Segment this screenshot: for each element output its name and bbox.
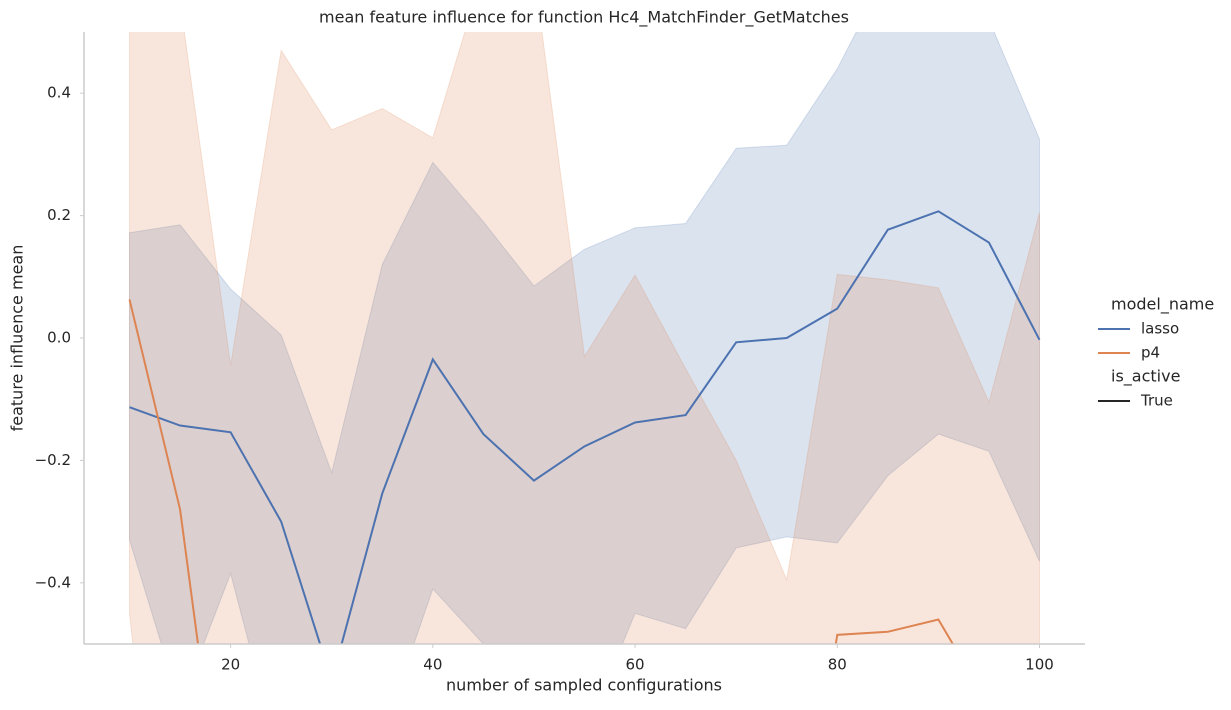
x-tick-label: 40	[423, 656, 442, 674]
x-tick-label: 20	[221, 656, 240, 674]
chart-title: mean feature influence for function Hc4_…	[319, 8, 849, 28]
legend-label: p4	[1141, 344, 1160, 362]
legend-label: True	[1140, 392, 1173, 410]
bands	[129, 32, 1040, 644]
lines	[128, 210, 1041, 644]
legend-title: is_active	[1111, 367, 1180, 387]
y-tick-label: 0.4	[47, 84, 71, 102]
x-tick-label: 100	[1025, 656, 1054, 674]
confidence-band	[129, 32, 1040, 644]
legend-title: model_name	[1111, 295, 1214, 315]
confidence-band	[129, 32, 1040, 644]
x-axis-label: number of sampled configurations	[446, 676, 722, 695]
y-tick-label: −0.4	[35, 573, 71, 591]
x-tick-label: 60	[626, 656, 645, 674]
y-tick-label: 0.0	[47, 329, 71, 347]
x-tick-label: 80	[828, 656, 847, 674]
y-tick-label: 0.2	[47, 206, 71, 224]
legend-label: lasso	[1141, 320, 1179, 338]
series-line	[129, 210, 1041, 644]
y-tick-label: −0.2	[35, 451, 71, 469]
y-axis-label: feature influence mean	[8, 245, 27, 432]
series-line	[128, 299, 954, 644]
